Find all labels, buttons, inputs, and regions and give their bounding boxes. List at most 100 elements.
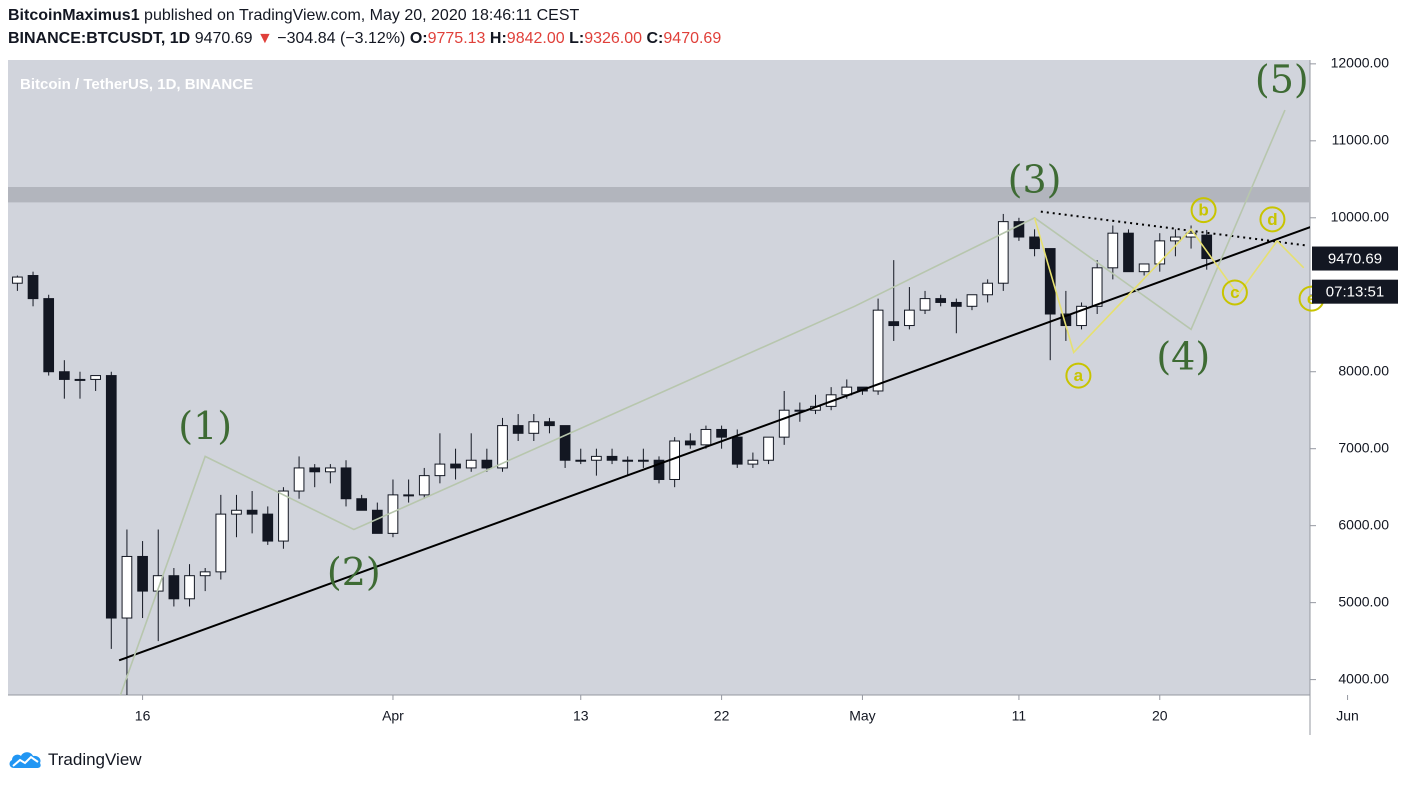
candle-body [481,459,493,469]
y-tick-label: 11000.00 [1332,132,1390,148]
wave-label: (2) [327,550,381,594]
candle-body [684,440,696,446]
candle-body [731,436,743,465]
candle-body [231,509,242,515]
published-text: published on TradingView.com, May 20, 20… [144,7,580,24]
candle-body [1076,305,1087,327]
support-trendline [118,226,1310,662]
candle-body [716,428,727,438]
candle-body [497,425,508,469]
candle-body [0,268,7,287]
x-tick-label: Apr [382,708,404,724]
candle-body [278,490,289,542]
author-name[interactable]: BitcoinMaximus1 [8,7,140,24]
candle-body [544,421,555,427]
close-label: C: [646,30,664,47]
publish-line: BitcoinMaximus1 published on TradingView… [8,7,579,25]
price-axis[interactable] [1310,60,1410,735]
price-tags: 9470.69 07:13:51 [1312,246,1398,304]
candle-body [1091,267,1103,307]
candle-body [1201,234,1213,260]
candle-body [152,575,164,592]
sub-wave-label: a [1074,366,1084,385]
annotation-lines [118,109,1310,695]
candle-body [199,571,211,577]
wave-label: (1) [178,404,232,448]
candle-body [1029,236,1040,250]
price-change: −304.84 (−3.12%) [277,30,406,47]
candle-body [747,459,759,465]
candle-body [919,298,931,311]
y-tick-label: 8000.00 [1338,362,1389,378]
wave-label: (4) [1156,335,1210,379]
candle-body [1013,221,1025,238]
candle-body [982,282,993,296]
open-value: 9775.13 [427,30,486,47]
sub-wave-circle [1259,206,1286,233]
chart-title: Bitcoin / TetherUS, 1D, BINANCE [20,76,253,93]
candle-body [434,463,446,477]
x-tick-label: 16 [135,708,151,724]
wave-label: (5) [1255,58,1309,102]
last-price: 9470.69 [194,30,253,47]
plot-background [8,60,1310,695]
wave-path [119,109,1286,695]
candle-body [27,275,39,300]
open-label: O: [409,30,428,47]
candle-body [637,459,649,462]
candle-body [622,459,634,462]
resistance-zone [8,187,1310,203]
x-tick-label: May [849,708,875,724]
footer-brand[interactable]: TradingView [8,748,142,772]
candle-body [43,298,55,373]
candle-body [575,459,587,462]
candle-body [1138,263,1150,273]
candle-body [215,513,227,573]
candle-body [168,575,180,600]
candles [0,213,1213,695]
candle-body [309,467,321,473]
high-label: H: [489,30,507,47]
candle-body [1154,240,1166,265]
wave-labels: (1) (2) (3) (4) (5) a b c d e [178,58,1325,594]
x-tick-label: 11 [1012,708,1027,724]
candle-body [606,455,618,461]
x-axis-ticks: 16 Apr 13 22 May 11 20 Jun [135,695,1359,724]
high-value: 9842.00 [506,30,565,47]
candle-body [1170,236,1181,242]
candle-body [528,421,540,434]
candle-body [418,475,430,496]
sub-wave-label: d [1267,210,1277,229]
candle-body [105,375,117,619]
candle-body [184,575,195,600]
sub-wave-circle [1190,197,1217,224]
candle-body [559,425,571,461]
y-tick-label: 5000.00 [1338,593,1389,609]
candle-body [90,375,101,380]
candle-body [512,425,524,434]
x-tick-label: Jun [1336,708,1359,724]
y-tick-label: 4000.00 [1338,670,1389,686]
candle-body [340,467,352,500]
candle-body [371,509,383,534]
countdown-tag: 07:13:51 [1326,284,1384,301]
y-tick-label: 12000.00 [1331,55,1390,71]
sub-wave-circle [1221,279,1248,306]
down-arrow-icon: ▼ [256,30,273,47]
time-axis[interactable] [8,695,1310,735]
sub-wave-label: c [1230,283,1239,302]
y-tick-label: 10000.00 [1331,208,1390,224]
y-tick-label: 6000.00 [1338,516,1389,532]
candle-body [58,371,70,380]
candle-body [950,301,962,307]
triangle-upper-line [1040,210,1307,247]
candle-body [137,555,148,592]
candle-body [12,276,23,284]
candle-body [246,509,258,515]
candle-body [325,467,336,473]
candle-body [935,298,947,303]
countdown-tag-bg [1312,279,1398,304]
candle-body [700,428,712,446]
x-tick-label: 20 [1152,708,1168,724]
